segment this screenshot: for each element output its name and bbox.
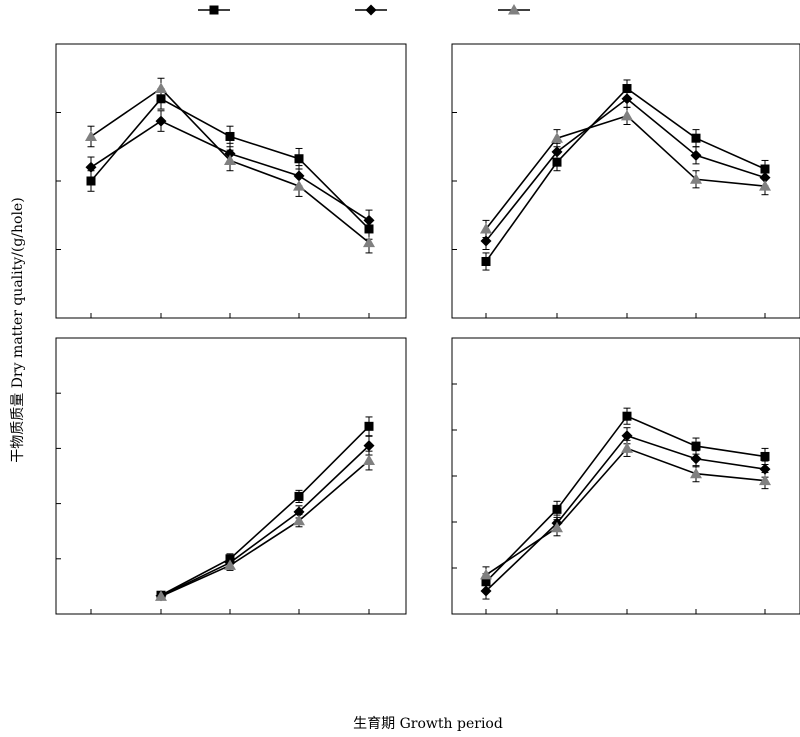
data-point <box>621 442 633 453</box>
panel-1 <box>55 43 407 319</box>
data-point <box>690 453 702 465</box>
series-2 <box>155 435 375 602</box>
legend-marker-triangle <box>508 4 520 15</box>
plot-frame <box>55 337 407 615</box>
data-point <box>86 176 96 186</box>
data-point <box>691 133 701 143</box>
data-point <box>622 411 632 421</box>
x-axis-title: 生育期 Growth period <box>353 716 503 732</box>
data-point <box>621 93 633 105</box>
data-point <box>759 180 771 191</box>
data-point <box>294 491 304 501</box>
data-point <box>480 222 492 234</box>
series-line <box>160 445 370 597</box>
data-point <box>363 454 375 466</box>
legend <box>198 4 530 16</box>
data-point <box>760 451 770 461</box>
panel-2 <box>451 43 800 319</box>
data-point <box>363 214 375 226</box>
data-point <box>363 236 375 248</box>
chart-panels <box>55 43 800 615</box>
series-line <box>485 434 766 592</box>
data-point <box>552 504 562 514</box>
data-point <box>480 585 492 597</box>
data-point <box>621 430 633 442</box>
plot-frame <box>55 43 407 319</box>
data-point <box>224 559 236 570</box>
y-axis-title: 干物质质量 Dry matter quality/(g/hole) <box>10 197 26 462</box>
data-point <box>690 173 702 184</box>
data-point <box>293 514 305 526</box>
data-point <box>551 146 563 158</box>
data-point <box>552 157 562 167</box>
data-point <box>621 109 633 121</box>
data-point <box>480 235 492 247</box>
data-point <box>759 474 771 486</box>
data-point <box>85 161 97 173</box>
data-point <box>481 256 491 266</box>
data-point <box>294 154 304 164</box>
series-line <box>485 115 766 230</box>
series-2 <box>480 427 771 600</box>
data-point <box>155 82 167 94</box>
data-point <box>155 115 167 127</box>
data-point <box>759 463 771 475</box>
series-3 <box>480 106 771 239</box>
data-point <box>364 421 374 431</box>
legend-marker-square <box>209 5 219 15</box>
series-line <box>160 459 370 598</box>
panel-4 <box>451 337 800 615</box>
data-point <box>225 131 235 141</box>
series-1 <box>481 79 770 271</box>
data-point <box>293 180 305 191</box>
series-line <box>485 415 766 583</box>
data-point <box>155 590 167 601</box>
data-point <box>690 467 702 479</box>
data-point <box>622 84 632 94</box>
series-3 <box>155 450 375 601</box>
series-3 <box>480 439 771 584</box>
series-1 <box>156 416 374 600</box>
data-point <box>224 154 236 165</box>
data-point <box>691 441 701 451</box>
data-point <box>690 149 702 161</box>
series-3 <box>85 77 375 254</box>
data-point <box>551 132 563 143</box>
panel-3 <box>55 337 407 615</box>
data-point <box>85 130 97 141</box>
series-line <box>485 447 766 576</box>
series-line <box>160 425 370 596</box>
data-point <box>363 440 375 452</box>
legend-marker-diamond <box>365 4 377 16</box>
data-point <box>551 521 563 533</box>
data-point <box>480 568 492 580</box>
